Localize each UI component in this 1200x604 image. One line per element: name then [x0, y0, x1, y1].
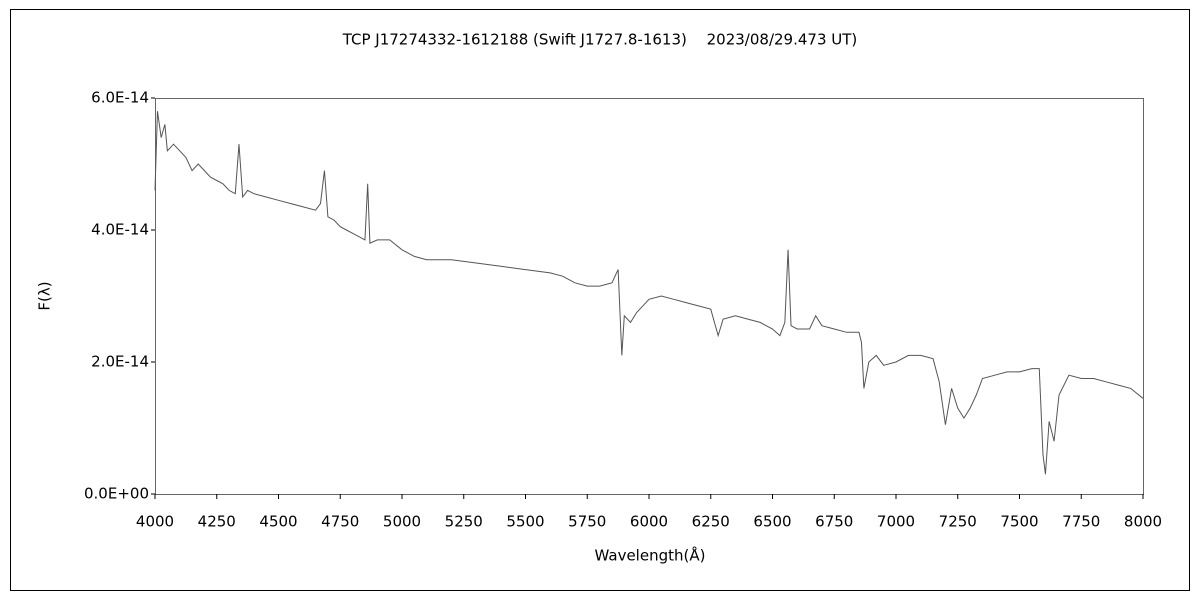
x-tick-label: 4000 — [136, 513, 174, 531]
x-tick-label: 6000 — [630, 513, 668, 531]
chart-title: TCP J17274332-1612188 (Swift J1727.8-161… — [342, 31, 858, 49]
x-axis-label: Wavelength(Å) — [595, 546, 706, 565]
y-tick-label: 0.0E+00 — [84, 485, 149, 503]
x-tick-label: 6750 — [815, 513, 853, 531]
x-tick-label: 4250 — [198, 513, 236, 531]
y-axis-label: F(λ) — [36, 281, 54, 310]
x-tick-label: 7750 — [1062, 513, 1100, 531]
chart-frame — [10, 9, 1190, 591]
x-tick-label: 5250 — [445, 513, 483, 531]
x-tick-label: 7000 — [877, 513, 915, 531]
x-tick-label: 4750 — [321, 513, 359, 531]
spectrum-line — [154, 111, 1144, 475]
x-tick-label: 6250 — [692, 513, 730, 531]
y-tick-label: 2.0E-14 — [91, 353, 149, 371]
x-tick-label: 7250 — [939, 513, 977, 531]
y-tick-label: 6.0E-14 — [91, 89, 149, 107]
x-tick-label: 5500 — [506, 513, 544, 531]
x-tick-label: 6500 — [753, 513, 791, 531]
y-tick-label: 4.0E-14 — [91, 221, 149, 239]
x-tick-label: 5000 — [383, 513, 421, 531]
x-tick-label: 8000 — [1124, 513, 1162, 531]
x-tick-label: 5750 — [568, 513, 606, 531]
x-tick-label: 7500 — [1000, 513, 1038, 531]
x-tick-label: 4500 — [259, 513, 297, 531]
